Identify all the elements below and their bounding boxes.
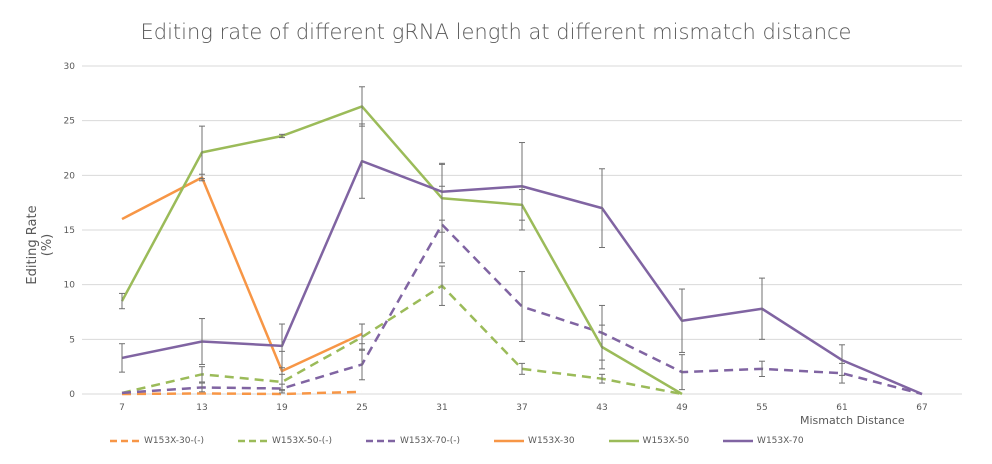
- legend-swatch: [238, 439, 269, 443]
- x-tick-label: 13: [196, 403, 207, 413]
- series-line-W153X-30-(-): [121, 390, 363, 396]
- x-tick-label: 49: [676, 403, 688, 413]
- y-tick-label: 20: [64, 171, 76, 181]
- x-tick-label: 25: [356, 403, 367, 413]
- legend-item: W153X-70-(-): [366, 436, 460, 446]
- y-tick-label: 0: [69, 390, 75, 400]
- y-tick-label: 5: [69, 335, 75, 345]
- legend-item: W153X-30: [494, 436, 575, 446]
- legend-label: W153X-70-(-): [400, 436, 461, 446]
- legend-swatch: [494, 439, 525, 443]
- legend-swatch: [366, 439, 397, 443]
- x-tick-label: 31: [436, 403, 447, 413]
- y-tick-label: 10: [64, 281, 76, 291]
- series-line-W153X-50-(-): [121, 284, 683, 396]
- y-tick-label: 25: [64, 117, 75, 127]
- legend-item: W153X-50: [608, 436, 690, 446]
- legend-swatch: [608, 439, 639, 443]
- legend-label: W153X-50: [642, 436, 690, 446]
- x-axis-label: Mismatch Distance: [800, 414, 905, 427]
- legend-item: W153X-70: [723, 436, 804, 446]
- series-line-W153X-50: [120, 105, 683, 396]
- y-tick-label: 30: [64, 62, 76, 72]
- x-tick-label: 67: [916, 403, 927, 413]
- legend-swatch: [110, 439, 140, 443]
- chart-title: Editing rate of different gRNA length at…: [140, 20, 852, 44]
- legend-swatch: [723, 439, 754, 443]
- x-tick-label: 7: [119, 403, 125, 413]
- legend-label: W153X-30: [528, 436, 575, 446]
- x-tick-label: 55: [756, 403, 767, 413]
- x-tick-label: 37: [516, 403, 527, 413]
- x-tick-label: 19: [276, 403, 288, 413]
- x-tick-label: 43: [596, 403, 607, 413]
- legend-item: W153X-50-(-): [238, 436, 332, 446]
- y-tick-label: 15: [64, 226, 75, 236]
- x-tick-label: 61: [836, 403, 847, 413]
- legend-label: W153X-50-(-): [272, 436, 333, 446]
- legend-label: W153X-30-(-): [144, 436, 205, 446]
- legend: W153X-30-(-) W153X-50-(-) W153X-70-(-) W153…: [110, 436, 838, 446]
- legend-label: W153X-70: [757, 436, 804, 446]
- series-line-W153X-30: [121, 176, 363, 373]
- series-line-W153X-70-(-): [121, 223, 923, 396]
- legend-item: W153X-30-(-): [110, 436, 204, 446]
